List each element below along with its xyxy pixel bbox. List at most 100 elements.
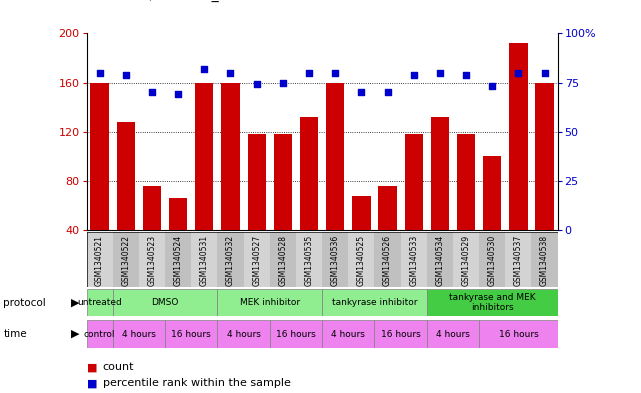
Bar xyxy=(87,320,113,348)
Bar xyxy=(113,289,217,316)
Text: GSM1340533: GSM1340533 xyxy=(409,235,418,286)
Bar xyxy=(322,320,374,348)
Text: GSM1340538: GSM1340538 xyxy=(540,235,549,286)
Bar xyxy=(326,83,344,279)
Bar xyxy=(427,320,479,348)
Text: GSM1340523: GSM1340523 xyxy=(147,235,156,286)
Bar xyxy=(217,289,322,316)
Point xyxy=(330,70,340,76)
Text: GSM1340521: GSM1340521 xyxy=(95,235,104,286)
Text: ▶: ▶ xyxy=(71,329,79,339)
Bar xyxy=(247,134,266,279)
Text: 16 hours: 16 hours xyxy=(381,330,420,338)
Bar xyxy=(113,232,139,287)
Bar xyxy=(322,289,427,316)
Point xyxy=(147,89,157,95)
Bar xyxy=(296,232,322,287)
Text: 16 hours: 16 hours xyxy=(499,330,538,338)
Bar xyxy=(90,83,109,279)
Text: GSM1340526: GSM1340526 xyxy=(383,235,392,286)
Text: GSM1340531: GSM1340531 xyxy=(200,235,209,286)
Bar xyxy=(322,232,348,287)
Bar xyxy=(217,320,270,348)
Text: GSM1340532: GSM1340532 xyxy=(226,235,235,286)
Point xyxy=(94,70,104,76)
Text: control: control xyxy=(84,330,115,338)
Bar xyxy=(401,232,427,287)
Text: GSM1340524: GSM1340524 xyxy=(174,235,183,286)
Bar xyxy=(431,117,449,279)
Bar xyxy=(378,185,397,279)
Point xyxy=(304,70,314,76)
Text: 4 hours: 4 hours xyxy=(122,330,156,338)
Point xyxy=(540,70,550,76)
Bar xyxy=(352,195,370,279)
Bar xyxy=(113,320,165,348)
Bar xyxy=(217,232,244,287)
Text: GSM1340527: GSM1340527 xyxy=(252,235,261,286)
Text: time: time xyxy=(3,329,27,339)
Bar xyxy=(535,83,554,279)
Bar xyxy=(483,156,501,279)
Text: 16 hours: 16 hours xyxy=(171,330,211,338)
Text: GDS5029 / 214129_at: GDS5029 / 214129_at xyxy=(80,0,233,2)
Bar xyxy=(191,232,217,287)
Text: ■: ■ xyxy=(87,362,101,373)
Text: GSM1340522: GSM1340522 xyxy=(121,235,130,286)
Text: ▶: ▶ xyxy=(71,298,79,308)
Bar xyxy=(244,232,270,287)
Bar xyxy=(374,320,427,348)
Bar xyxy=(195,83,213,279)
Point xyxy=(408,72,419,78)
Point xyxy=(121,72,131,78)
Bar xyxy=(457,134,475,279)
Point xyxy=(383,89,393,95)
Bar xyxy=(505,232,531,287)
Text: 4 hours: 4 hours xyxy=(436,330,470,338)
Text: GSM1340535: GSM1340535 xyxy=(304,235,313,286)
Text: protocol: protocol xyxy=(3,298,46,308)
Text: GSM1340537: GSM1340537 xyxy=(514,235,523,286)
Text: GSM1340525: GSM1340525 xyxy=(357,235,366,286)
Text: GSM1340529: GSM1340529 xyxy=(462,235,470,286)
Text: GSM1340534: GSM1340534 xyxy=(435,235,444,286)
Bar xyxy=(165,232,191,287)
Text: GSM1340530: GSM1340530 xyxy=(488,235,497,286)
Text: ■: ■ xyxy=(87,378,101,388)
Point xyxy=(513,70,524,76)
Text: 16 hours: 16 hours xyxy=(276,330,316,338)
Point xyxy=(356,89,367,95)
Bar xyxy=(270,320,322,348)
Bar xyxy=(453,232,479,287)
Bar xyxy=(117,122,135,279)
Text: tankyrase and MEK
inhibitors: tankyrase and MEK inhibitors xyxy=(449,293,535,312)
Point xyxy=(199,66,210,72)
Point xyxy=(251,81,262,88)
Bar xyxy=(87,289,113,316)
Bar xyxy=(270,232,296,287)
Text: 4 hours: 4 hours xyxy=(227,330,260,338)
Bar xyxy=(427,232,453,287)
Bar xyxy=(87,232,113,287)
Text: GSM1340536: GSM1340536 xyxy=(331,235,340,286)
Bar xyxy=(300,117,318,279)
Bar xyxy=(143,185,161,279)
Bar xyxy=(139,232,165,287)
Text: GSM1340528: GSM1340528 xyxy=(278,235,287,286)
Text: DMSO: DMSO xyxy=(151,298,179,307)
Bar xyxy=(509,43,528,279)
Bar xyxy=(169,198,187,279)
Bar xyxy=(531,232,558,287)
Point xyxy=(435,70,445,76)
Bar xyxy=(479,232,505,287)
Bar xyxy=(427,289,558,316)
Text: percentile rank within the sample: percentile rank within the sample xyxy=(103,378,290,388)
Text: tankyrase inhibitor: tankyrase inhibitor xyxy=(331,298,417,307)
Bar xyxy=(374,232,401,287)
Text: untreated: untreated xyxy=(78,298,122,307)
Point xyxy=(226,70,236,76)
Bar xyxy=(348,232,374,287)
Text: count: count xyxy=(103,362,134,373)
Bar xyxy=(221,83,240,279)
Bar xyxy=(165,320,217,348)
